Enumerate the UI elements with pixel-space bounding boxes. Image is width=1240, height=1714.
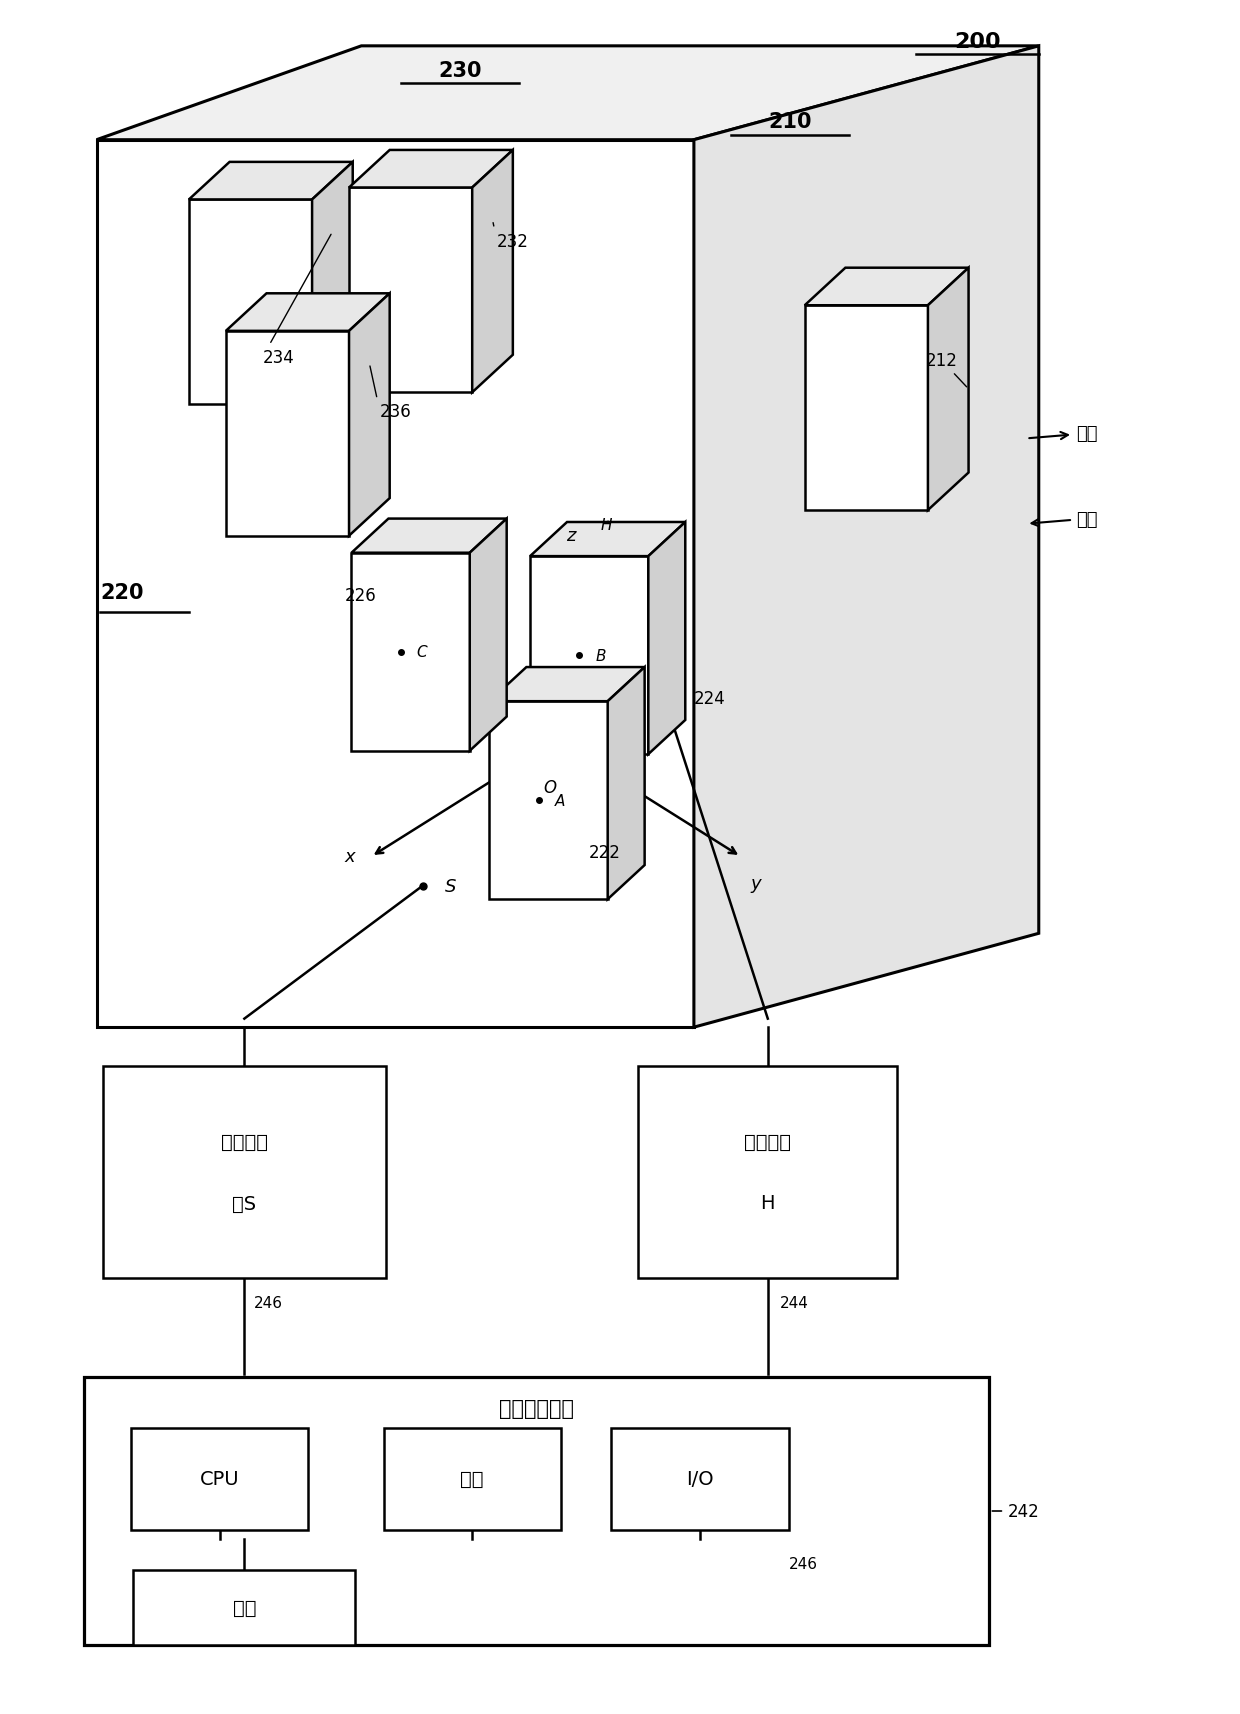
Text: 244: 244 bbox=[780, 1296, 808, 1309]
Text: 226: 226 bbox=[345, 586, 376, 605]
Polygon shape bbox=[348, 151, 513, 189]
Polygon shape bbox=[529, 523, 686, 557]
Polygon shape bbox=[188, 201, 312, 405]
Polygon shape bbox=[84, 1378, 990, 1645]
Text: 温度控制单元: 温度控制单元 bbox=[500, 1397, 574, 1417]
Text: 246: 246 bbox=[254, 1296, 283, 1309]
Polygon shape bbox=[131, 1428, 309, 1531]
Text: C: C bbox=[417, 644, 428, 660]
Text: 外侧: 外侧 bbox=[1029, 425, 1097, 444]
Polygon shape bbox=[226, 295, 389, 331]
Polygon shape bbox=[649, 523, 686, 754]
Polygon shape bbox=[348, 295, 389, 536]
Polygon shape bbox=[351, 519, 507, 554]
Text: 器S: 器S bbox=[232, 1193, 257, 1214]
Polygon shape bbox=[351, 554, 470, 751]
Text: H: H bbox=[760, 1193, 775, 1214]
Text: 缓存: 缓存 bbox=[233, 1597, 257, 1616]
Polygon shape bbox=[472, 151, 513, 393]
Polygon shape bbox=[470, 519, 507, 751]
Polygon shape bbox=[103, 1066, 386, 1279]
Polygon shape bbox=[312, 163, 352, 405]
Text: S: S bbox=[445, 878, 456, 895]
Text: 硬盘: 硬盘 bbox=[460, 1469, 484, 1488]
Polygon shape bbox=[383, 1428, 560, 1531]
Polygon shape bbox=[490, 668, 645, 701]
Text: 232: 232 bbox=[494, 223, 528, 250]
Polygon shape bbox=[529, 557, 649, 754]
Polygon shape bbox=[805, 269, 968, 307]
Text: CPU: CPU bbox=[200, 1469, 239, 1488]
Polygon shape bbox=[348, 189, 472, 393]
Text: 246: 246 bbox=[789, 1556, 817, 1572]
Polygon shape bbox=[97, 46, 1039, 141]
Text: 内侧: 内侧 bbox=[1032, 511, 1097, 528]
Text: H: H bbox=[600, 518, 611, 533]
Text: 222: 222 bbox=[589, 843, 621, 862]
Polygon shape bbox=[611, 1428, 789, 1531]
Polygon shape bbox=[490, 701, 608, 900]
Polygon shape bbox=[226, 331, 348, 536]
Polygon shape bbox=[805, 307, 928, 511]
Text: z: z bbox=[565, 526, 575, 545]
Text: x: x bbox=[345, 848, 355, 866]
Polygon shape bbox=[134, 1570, 355, 1645]
Text: 210: 210 bbox=[769, 111, 812, 132]
Polygon shape bbox=[928, 269, 968, 511]
Text: 242: 242 bbox=[1008, 1501, 1039, 1520]
Text: 加热系统: 加热系统 bbox=[744, 1133, 791, 1152]
Text: 温度传感: 温度传感 bbox=[221, 1133, 268, 1152]
Polygon shape bbox=[694, 46, 1039, 1028]
Text: 236: 236 bbox=[370, 367, 412, 422]
Polygon shape bbox=[608, 668, 645, 900]
Polygon shape bbox=[639, 1066, 897, 1279]
Text: 220: 220 bbox=[100, 583, 144, 603]
Polygon shape bbox=[97, 141, 694, 1028]
Text: B: B bbox=[595, 648, 606, 663]
Text: O: O bbox=[543, 778, 557, 797]
Text: 224: 224 bbox=[694, 689, 725, 708]
Polygon shape bbox=[188, 163, 352, 201]
Text: A: A bbox=[554, 794, 565, 809]
Text: 234: 234 bbox=[263, 235, 331, 367]
Text: 212: 212 bbox=[925, 351, 967, 387]
Text: 200: 200 bbox=[954, 33, 1001, 51]
Text: I/O: I/O bbox=[686, 1469, 714, 1488]
Text: 230: 230 bbox=[438, 62, 481, 81]
Text: y: y bbox=[750, 874, 761, 891]
